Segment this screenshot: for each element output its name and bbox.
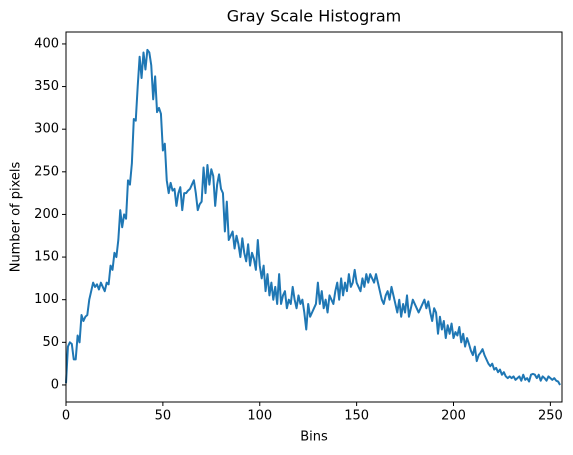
y-tick-label: 50 bbox=[42, 335, 59, 350]
x-axis-label: Bins bbox=[300, 430, 328, 445]
x-tick-label: 150 bbox=[344, 409, 369, 424]
y-tick-label: 150 bbox=[34, 250, 59, 265]
chart-title: Gray Scale Histogram bbox=[227, 7, 401, 26]
y-tick-label: 200 bbox=[34, 207, 59, 222]
y-tick-label: 400 bbox=[34, 36, 59, 51]
x-tick-label: 50 bbox=[155, 409, 172, 424]
data-line bbox=[65, 48, 561, 386]
y-tick-label: 100 bbox=[34, 292, 59, 307]
plot-frame bbox=[65, 31, 563, 403]
y-axis-label: Number of pixels bbox=[9, 161, 24, 272]
x-tick-label: 0 bbox=[62, 409, 70, 424]
y-tick-label: 250 bbox=[34, 164, 59, 179]
y-tick-label: 300 bbox=[34, 122, 59, 137]
x-tick-label: 100 bbox=[247, 409, 272, 424]
y-tick-label: 350 bbox=[34, 79, 59, 94]
y-tick-label: 0 bbox=[51, 377, 59, 392]
x-tick-label: 250 bbox=[538, 409, 563, 424]
x-tick-label: 200 bbox=[441, 409, 466, 424]
